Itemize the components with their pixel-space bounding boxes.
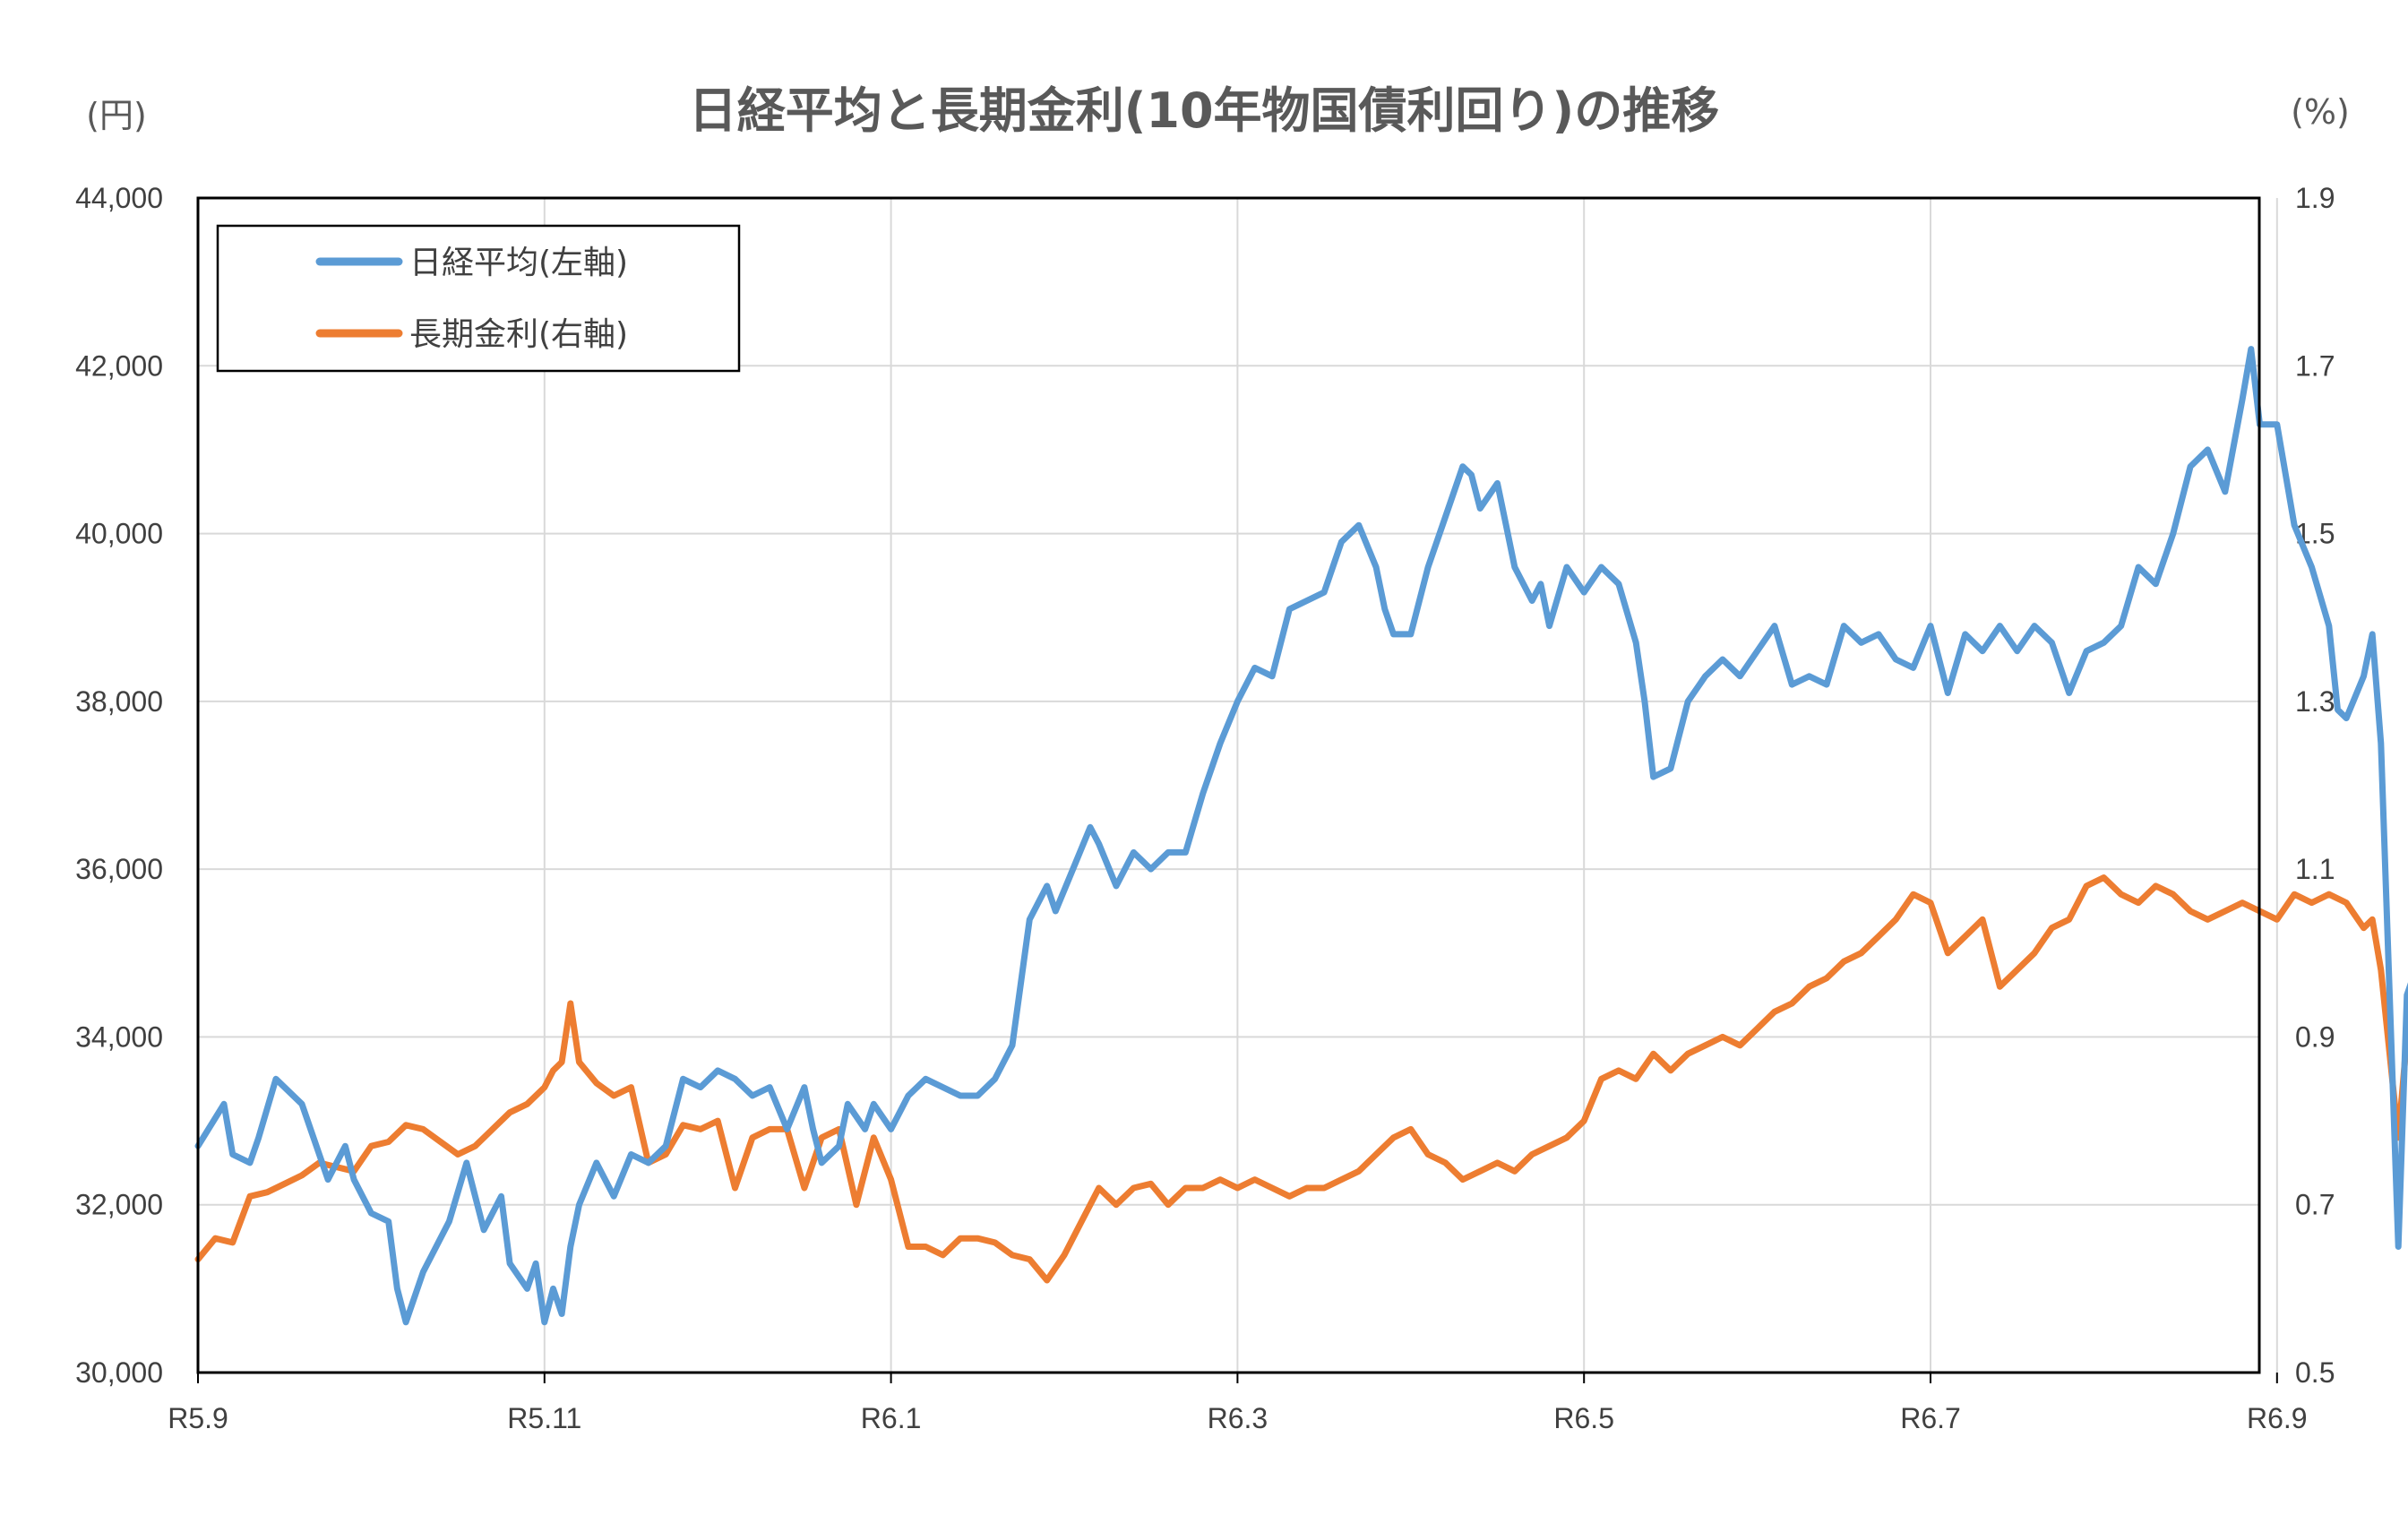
x-tick-label: R5.11: [507, 1402, 581, 1434]
right-axis: 0.50.70.91.11.31.51.71.9: [2295, 182, 2335, 1389]
right-tick-label: 0.5: [2295, 1356, 2335, 1389]
x-tick-label: R5.9: [168, 1402, 228, 1434]
series-group: [194, 346, 2408, 1326]
left-tick-label: 32,000: [75, 1189, 163, 1221]
right-axis-unit: (%): [2291, 92, 2350, 132]
x-axis: R5.9R5.11R6.1R6.3R6.5R6.7R6.9R6.11R7.1R7…: [168, 1373, 2308, 1434]
left-tick-label: 38,000: [75, 685, 163, 718]
legend: 日経平均(左軸) 長期金利(右軸): [216, 224, 741, 373]
right-tick-label: 0.9: [2295, 1020, 2335, 1053]
left-tick-label: 40,000: [75, 518, 163, 550]
left-tick-label: 42,000: [75, 349, 163, 382]
series-line-yield: [194, 874, 2408, 1284]
x-tick-label: R6.7: [1900, 1402, 1961, 1434]
gridlines: [198, 197, 2278, 1373]
left-axis-unit: (円): [86, 96, 147, 135]
x-tick-label: R6.9: [2247, 1402, 2308, 1434]
legend-box: [216, 224, 741, 373]
series-line-nikkei: [194, 346, 2408, 1326]
chart-title: 日経平均と長期金利(10年物国債利回り)の推移: [689, 82, 1720, 139]
legend-label-nikkei: 日経平均(左軸): [409, 245, 628, 281]
x-tick-label: R6.5: [1553, 1402, 1614, 1434]
right-tick-label: 1.9: [2295, 182, 2335, 214]
right-tick-label: 1.7: [2295, 349, 2335, 382]
left-tick-label: 34,000: [75, 1020, 163, 1053]
plot-area-border: [196, 196, 2261, 1374]
x-tick-label: R6.1: [861, 1402, 922, 1434]
left-tick-label: 44,000: [75, 182, 163, 214]
left-tick-label: 30,000: [75, 1356, 163, 1389]
legend-label-yield: 長期金利(右軸): [409, 316, 628, 353]
x-tick-label: R6.3: [1208, 1402, 1268, 1434]
right-tick-label: 1.1: [2295, 853, 2335, 885]
left-tick-label: 36,000: [75, 853, 163, 885]
left-axis: 30,000 32,000 34,000 36,000 38,000 40,000 42,0…: [75, 182, 163, 1389]
right-tick-label: 1.3: [2295, 685, 2335, 718]
right-tick-label: 0.7: [2295, 1189, 2335, 1221]
